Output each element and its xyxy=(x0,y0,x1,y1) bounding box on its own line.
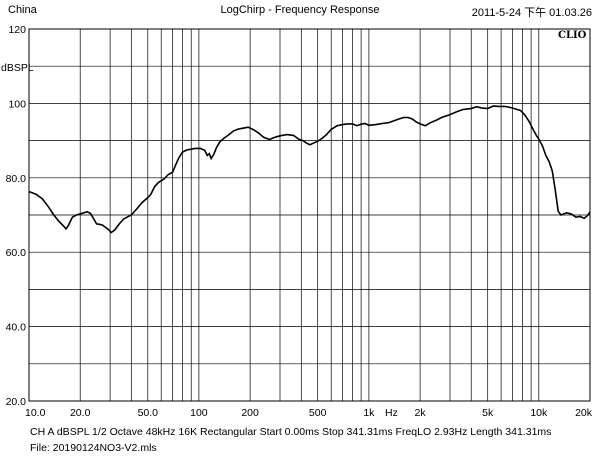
chart-title: LogChirp - Frequency Response xyxy=(220,4,380,16)
x-tick-label: 5k xyxy=(482,407,494,419)
x-tick-label: 10.0 xyxy=(25,407,46,419)
x-tick-label: 50.0 xyxy=(138,407,159,419)
y-tick-label: 80.0 xyxy=(6,173,27,185)
grid-lines xyxy=(29,29,590,401)
timestamp: 2011-5-24 下午 01.03.26 xyxy=(471,7,592,19)
y-tick-label: 40.0 xyxy=(6,322,27,334)
clio-logo: CLIO xyxy=(558,30,587,41)
y-axis-label: dBSPL xyxy=(1,62,34,74)
header-left-label: China xyxy=(8,4,37,16)
x-tick-label: 20.0 xyxy=(70,407,91,419)
series-line xyxy=(28,105,591,234)
y-tick-label: 120 xyxy=(8,24,26,36)
x-axis-label: Hz xyxy=(385,407,398,419)
plot-frame xyxy=(28,28,591,402)
x-tick-label: 500 xyxy=(309,407,327,419)
x-tick-label: 200 xyxy=(241,407,259,419)
x-tick-label: 1k xyxy=(363,407,375,419)
measurement-info: CH A dBSPL 1/2 Octave 48kHz 16K Rectangu… xyxy=(30,426,552,438)
x-tick-label: 100 xyxy=(190,407,208,419)
file-name: File: 20190124NO3-V2.mls xyxy=(30,442,157,454)
x-axis-ticks: 10.0 20.0 50.0 100 200 500 1k 2k 5k 10k 20k xyxy=(25,407,593,419)
x-tick-label: 10k xyxy=(530,407,548,419)
x-tick-label: 2k xyxy=(415,407,427,419)
y-tick-label: 60.0 xyxy=(6,247,27,259)
y-tick-label: 20.0 xyxy=(6,396,27,408)
x-tick-label: 20k xyxy=(575,407,593,419)
y-tick-label: 100 xyxy=(8,98,26,110)
y-axis-ticks: 120 100 80.0 60.0 40.0 20.0 xyxy=(6,24,27,408)
